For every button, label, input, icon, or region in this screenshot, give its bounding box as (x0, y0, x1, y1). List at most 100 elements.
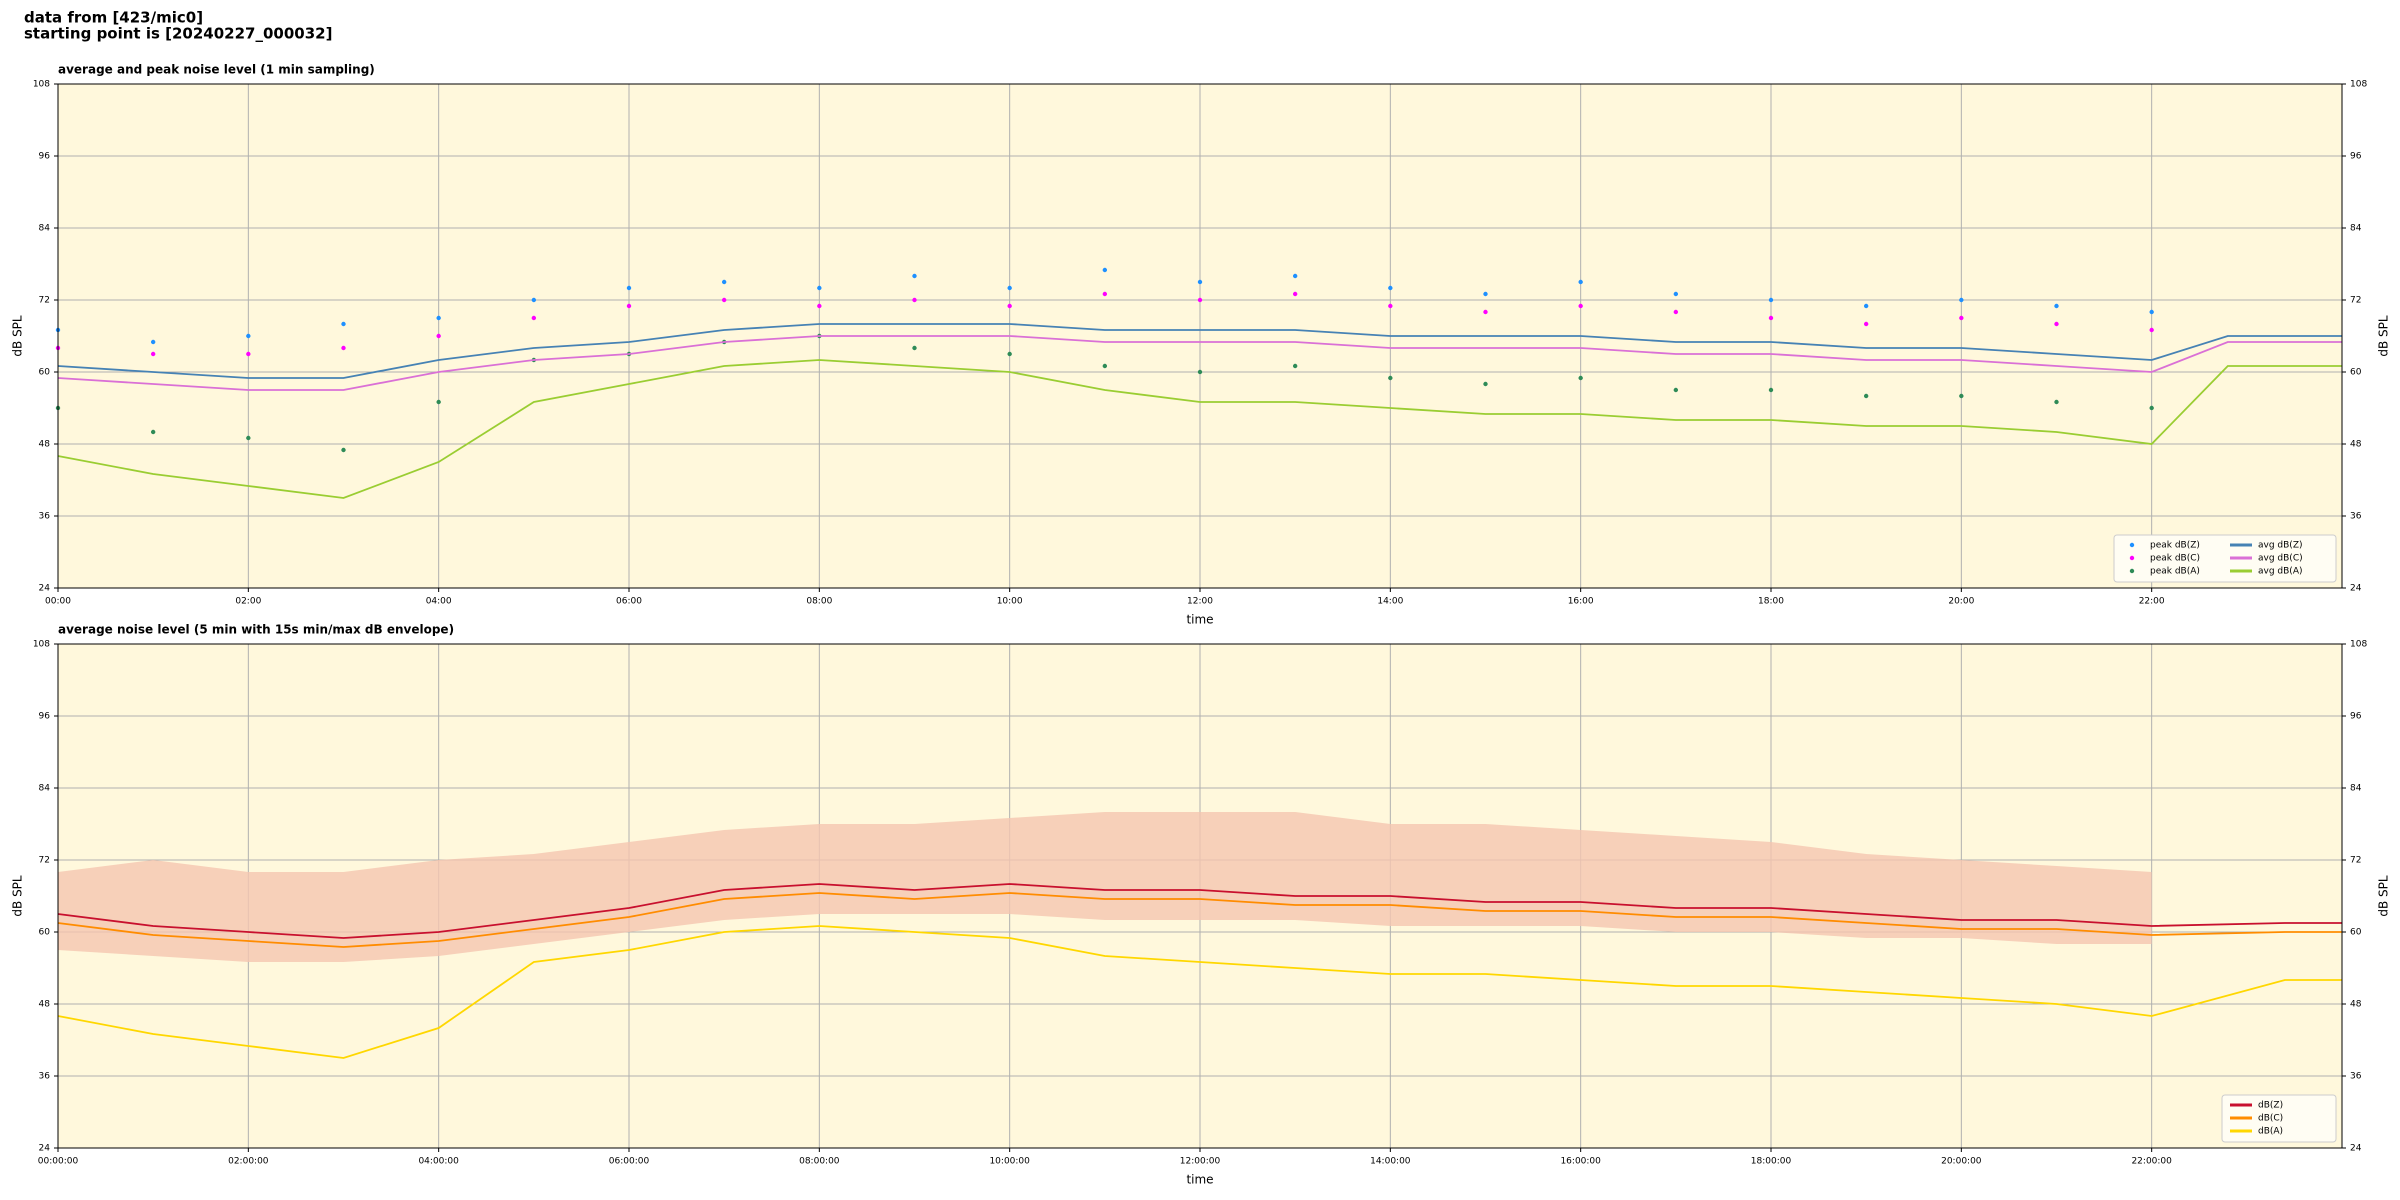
peak-point (1483, 291, 1488, 297)
x-tick-label: 20:00:00 (1941, 1157, 1982, 1167)
peak-point (1007, 285, 1012, 291)
y-tick-label: 36 (39, 1072, 51, 1082)
plot-frame (57, 83, 2343, 589)
x-tick-label: 08:00 (806, 597, 832, 607)
peak-point (1197, 297, 1203, 303)
peak-point (1197, 369, 1203, 375)
y-tick-label: 36 (39, 512, 51, 522)
peak-point (531, 315, 537, 321)
y-tick-label: 108 (33, 80, 50, 90)
peak-point (912, 345, 917, 351)
x-tick-label: 00:00:00 (38, 1157, 79, 1167)
y-tick-label: 24 (2350, 1144, 2362, 1154)
peak-point (817, 285, 822, 291)
peak-point (1292, 363, 1298, 369)
legend-label: dB(C) (2258, 1114, 2283, 1124)
peak-point (436, 333, 441, 339)
legend-label: peak dB(C) (2150, 554, 2200, 564)
peak-point (2054, 321, 2059, 327)
y-tick-label: 48 (39, 1000, 51, 1010)
y-tick-label: 72 (39, 856, 50, 866)
y-tick-label: 84 (39, 224, 51, 234)
legend-label: avg dB(A) (2258, 567, 2302, 577)
series-line (57, 925, 2342, 1059)
peak-point (1197, 279, 1203, 285)
plot-frame (57, 643, 2343, 1149)
peak-point (1102, 363, 1108, 369)
peak-point (1388, 285, 1393, 291)
series-line (57, 359, 2342, 499)
x-tick-label: 00:00 (45, 597, 71, 607)
peak-point (1388, 375, 1393, 381)
peak-point (2149, 327, 2154, 333)
peak-point (1007, 303, 1012, 309)
legend-label: dB(A) (2258, 1127, 2283, 1137)
header-line: data from [423/mic0] (24, 9, 203, 27)
x-tick-label: 02:00 (235, 597, 261, 607)
series-line (57, 335, 2342, 391)
peak-point (721, 297, 727, 303)
x-tick-label: 06:00 (616, 597, 642, 607)
peak-point (817, 303, 822, 309)
x-tick-label: 22:00:00 (2131, 1157, 2172, 1167)
peak-point (1959, 393, 1964, 399)
peak-point (246, 333, 251, 339)
y-tick-label: 60 (2350, 368, 2362, 378)
y-tick-label: 96 (39, 712, 51, 722)
x-axis-label: time (1186, 1173, 1213, 1187)
panel-title: average noise level (5 min with 15s min/… (58, 623, 454, 637)
peak-point (626, 303, 632, 309)
peak-point (341, 321, 346, 327)
x-tick-label: 18:00 (1758, 597, 1784, 607)
x-tick-label: 22:00 (2139, 597, 2165, 607)
peak-point (1102, 291, 1108, 297)
y-axis-label: dB SPL (2377, 315, 2391, 357)
legend-label: dB(Z) (2258, 1101, 2283, 1111)
y-tick-label: 60 (2350, 928, 2362, 938)
y-tick-label: 48 (2350, 440, 2362, 450)
y-tick-label: 72 (2350, 856, 2361, 866)
x-tick-label: 12:00 (1187, 597, 1213, 607)
peak-point (246, 435, 251, 441)
legend-marker (2129, 555, 2135, 561)
peak-point (1768, 297, 1774, 303)
peak-point (721, 279, 727, 285)
legend-label: peak dB(A) (2150, 567, 2200, 577)
y-tick-label: 72 (2350, 296, 2361, 306)
peak-point (1483, 309, 1488, 315)
y-tick-label: 108 (33, 640, 50, 650)
series-line (57, 892, 2342, 948)
y-tick-label: 24 (39, 1144, 51, 1154)
peak-point (246, 351, 251, 357)
x-tick-label: 10:00:00 (989, 1157, 1030, 1167)
peak-point (1673, 387, 1679, 393)
x-axis-label: time (1186, 613, 1213, 627)
x-tick-label: 20:00 (1948, 597, 1974, 607)
y-tick-label: 84 (39, 784, 51, 794)
y-tick-label: 48 (39, 440, 51, 450)
legend-label: peak dB(Z) (2150, 541, 2200, 551)
peak-point (1959, 315, 1964, 321)
peak-point (1292, 273, 1298, 279)
x-tick-label: 14:00 (1377, 597, 1403, 607)
y-tick-label: 60 (39, 928, 51, 938)
y-tick-label: 84 (2350, 784, 2362, 794)
peak-point (2054, 303, 2059, 309)
peak-point (2149, 309, 2154, 315)
x-tick-label: 08:00:00 (799, 1157, 840, 1167)
peak-point (1292, 291, 1298, 297)
peak-point (436, 399, 441, 405)
legend-label: avg dB(C) (2258, 554, 2303, 564)
y-tick-label: 24 (39, 584, 51, 594)
header-line: starting point is [20240227_000032] (24, 25, 332, 43)
y-tick-label: 24 (2350, 584, 2362, 594)
peak-point (1483, 381, 1488, 387)
y-tick-label: 108 (2350, 640, 2367, 650)
legend-marker (2129, 542, 2135, 548)
y-tick-label: 96 (39, 152, 51, 162)
x-tick-label: 16:00:00 (1560, 1157, 1601, 1167)
y-tick-label: 84 (2350, 224, 2362, 234)
peak-point (150, 339, 156, 345)
peak-point (436, 315, 441, 321)
